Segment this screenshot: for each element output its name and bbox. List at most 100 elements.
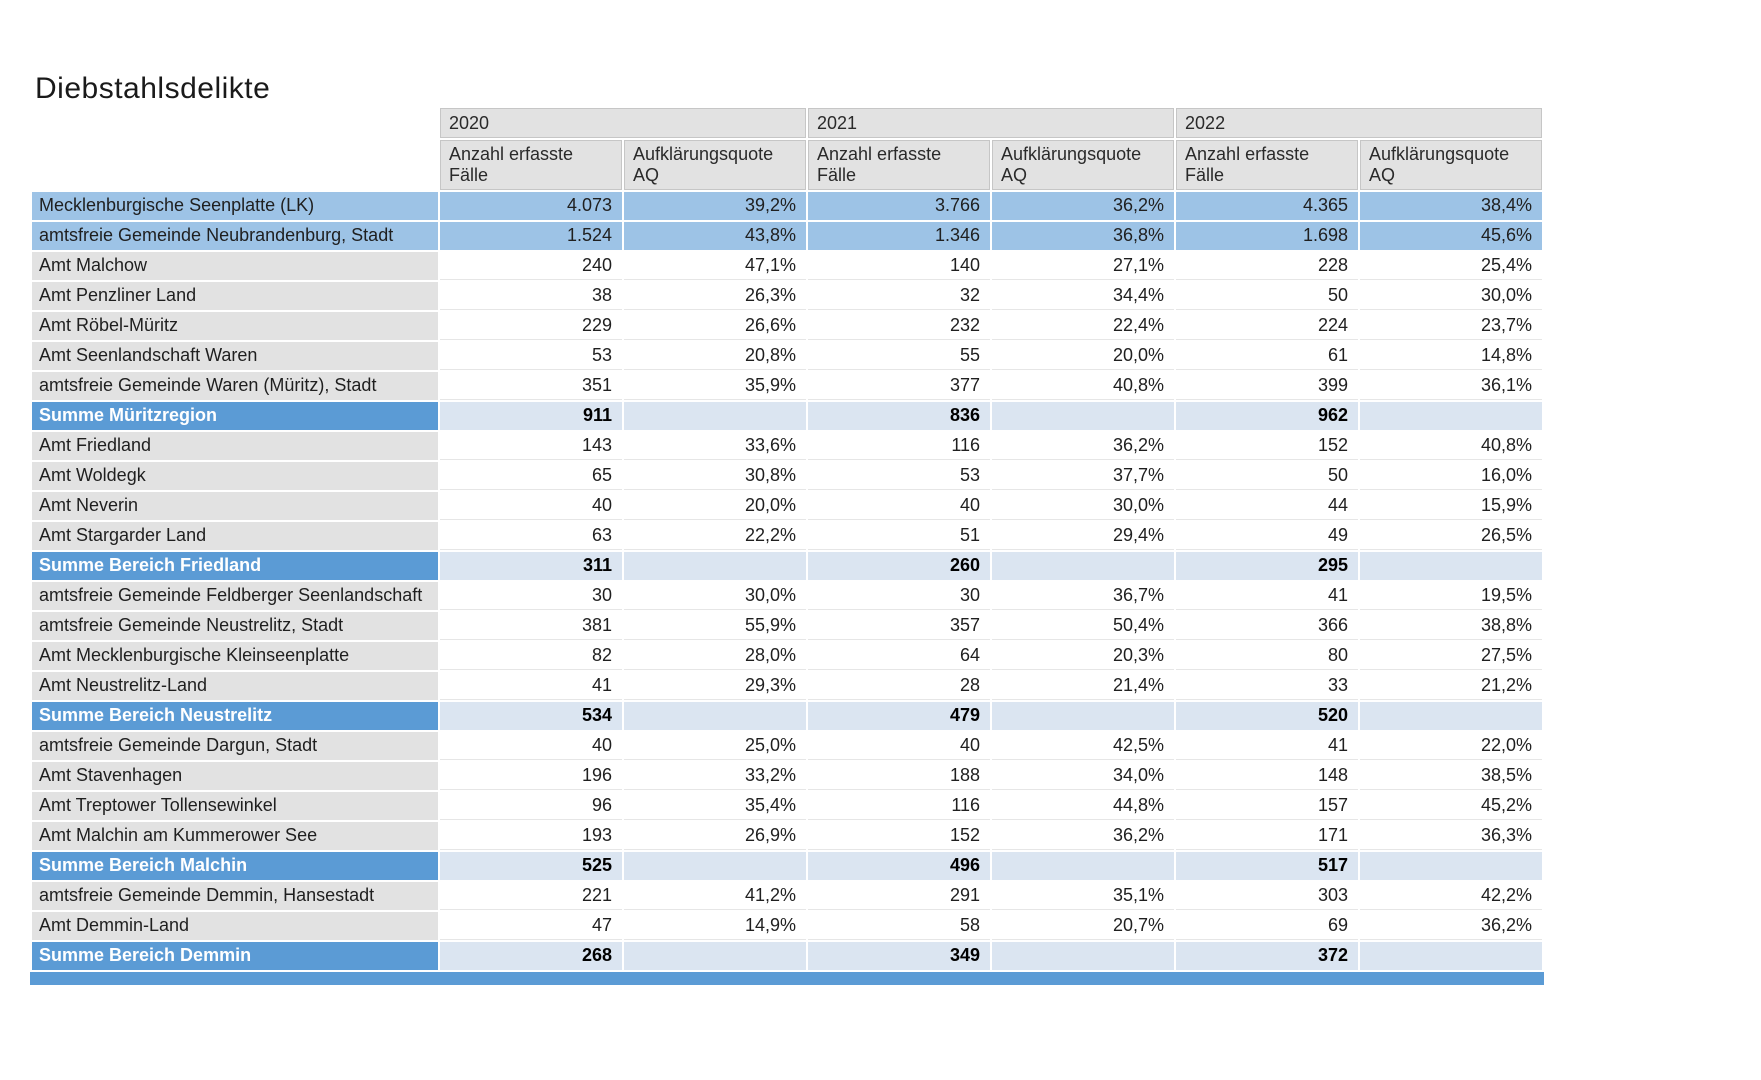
cell-clearance-rate	[992, 942, 1175, 970]
table-row: Amt Seenlandschaft Waren 53 20,8% 55 20,0% 61…	[32, 342, 1543, 370]
cell-case-count: 311	[440, 552, 622, 580]
cell-case-count: 525	[440, 852, 622, 880]
cell-clearance-rate: 30,0%	[992, 492, 1175, 520]
cell-case-count: 372	[1176, 942, 1359, 970]
cell-clearance-rate	[992, 552, 1175, 580]
row-label: amtsfreie Gemeinde Neustrelitz, Stadt	[32, 612, 438, 640]
cell-case-count: 116	[808, 432, 991, 460]
cell-case-count: 80	[1176, 642, 1359, 670]
table-row: Amt Röbel-Müritz 229 26,6% 232 22,4% 224 23,7%	[32, 312, 1543, 340]
cell-case-count: 64	[808, 642, 991, 670]
cell-case-count: 520	[1176, 702, 1359, 730]
cell-clearance-rate: 22,0%	[1360, 732, 1543, 760]
cell-clearance-rate: 36,7%	[992, 582, 1175, 610]
cell-case-count: 479	[808, 702, 991, 730]
row-label: amtsfreie Gemeinde Demmin, Hansestadt	[32, 882, 438, 910]
cell-case-count: 188	[808, 762, 991, 790]
row-label: Amt Neustrelitz-Land	[32, 672, 438, 700]
cell-case-count: 381	[440, 612, 622, 640]
table-row: amtsfreie Gemeinde Dargun, Stadt 40 25,0% 4…	[32, 732, 1543, 760]
cell-case-count: 295	[1176, 552, 1359, 580]
row-label: Summe Müritzregion	[32, 402, 438, 430]
cell-case-count: 32	[808, 282, 991, 310]
row-label: amtsfreie Gemeinde Feldberger Seenlandsc…	[32, 582, 438, 610]
cell-case-count: 1.346	[808, 222, 991, 250]
cell-case-count: 30	[440, 582, 622, 610]
table-row: Amt Woldegk 65 30,8% 53 37,7% 50 16,0%	[32, 462, 1543, 490]
row-label: Summe Bereich Friedland	[32, 552, 438, 580]
row-label: Amt Woldegk	[32, 462, 438, 490]
cell-case-count: 224	[1176, 312, 1359, 340]
row-label: Amt Neverin	[32, 492, 438, 520]
cell-clearance-rate	[992, 402, 1175, 430]
table-row: Amt Neverin 40 20,0% 40 30,0% 44 15,9%	[32, 492, 1543, 520]
cell-clearance-rate: 36,2%	[992, 192, 1175, 220]
cell-case-count: 140	[808, 252, 991, 280]
cell-clearance-rate: 44,8%	[992, 792, 1175, 820]
cell-case-count: 196	[440, 762, 622, 790]
cell-clearance-rate: 20,0%	[992, 342, 1175, 370]
table-row: Amt Friedland 143 33,6% 116 36,2% 152 40,8%	[32, 432, 1543, 460]
table-row: Amt Treptower Tollensewinkel 96 35,4% 116 44…	[32, 792, 1543, 820]
cell-clearance-rate: 34,4%	[992, 282, 1175, 310]
cell-case-count: 61	[1176, 342, 1359, 370]
cell-clearance-rate: 36,3%	[1360, 822, 1543, 850]
cell-case-count: 30	[808, 582, 991, 610]
cell-clearance-rate: 23,7%	[1360, 312, 1543, 340]
cell-clearance-rate: 47,1%	[624, 252, 807, 280]
cell-case-count: 517	[1176, 852, 1359, 880]
cell-clearance-rate: 20,7%	[992, 912, 1175, 940]
table-row: Amt Neustrelitz-Land 41 29,3% 28 21,4% 33 21,2…	[32, 672, 1543, 700]
cell-clearance-rate: 40,8%	[1360, 432, 1543, 460]
cell-clearance-rate: 25,0%	[624, 732, 807, 760]
cell-case-count: 33	[1176, 672, 1359, 700]
cell-case-count: 47	[440, 912, 622, 940]
table-row: Amt Stargarder Land 63 22,2% 51 29,4% 49 26,5%	[32, 522, 1543, 550]
cell-clearance-rate: 15,9%	[1360, 492, 1543, 520]
col-header-aq-2022: Aufklärungsquote AQ	[1360, 140, 1543, 190]
cell-clearance-rate: 29,3%	[624, 672, 807, 700]
year-header-2022: 2022	[1176, 108, 1543, 138]
cell-case-count: 291	[808, 882, 991, 910]
cell-clearance-rate: 21,4%	[992, 672, 1175, 700]
cell-clearance-rate: 45,2%	[1360, 792, 1543, 820]
cell-case-count: 3.766	[808, 192, 991, 220]
cell-case-count: 40	[808, 732, 991, 760]
cell-case-count: 65	[440, 462, 622, 490]
sum-row: Summe Bereich Malchin 525 496 517	[32, 852, 1543, 880]
cell-case-count: 143	[440, 432, 622, 460]
cell-case-count: 171	[1176, 822, 1359, 850]
cell-clearance-rate: 42,5%	[992, 732, 1175, 760]
row-label: amtsfreie Gemeinde Neubrandenburg, Stadt	[32, 222, 438, 250]
cell-case-count: 40	[440, 732, 622, 760]
cell-clearance-rate: 30,8%	[624, 462, 807, 490]
cell-case-count: 44	[1176, 492, 1359, 520]
table-header: 2020 2021 2022 Anzahl erfasste Fälle Auf…	[32, 108, 1543, 190]
row-label: Amt Treptower Tollensewinkel	[32, 792, 438, 820]
cell-case-count: 349	[808, 942, 991, 970]
row-label: Amt Malchin am Kummerower See	[32, 822, 438, 850]
year-header-2021: 2021	[808, 108, 1175, 138]
cell-clearance-rate: 41,2%	[624, 882, 807, 910]
cell-case-count: 157	[1176, 792, 1359, 820]
cell-case-count: 229	[440, 312, 622, 340]
cell-case-count: 836	[808, 402, 991, 430]
page-title: Diebstahlsdelikte	[35, 72, 271, 105]
cell-clearance-rate: 39,2%	[624, 192, 807, 220]
table-row: Mecklenburgische Seenplatte (LK) 4.073 39,…	[32, 192, 1543, 220]
table-row: amtsfreie Gemeinde Neustrelitz, Stadt 381…	[32, 612, 1543, 640]
cell-clearance-rate	[1360, 702, 1543, 730]
cell-case-count: 152	[808, 822, 991, 850]
sum-row: Summe Bereich Neustrelitz 534 479 520	[32, 702, 1543, 730]
sub-header-row: Anzahl erfasste Fälle Aufklärungsquote A…	[32, 140, 1543, 190]
cell-case-count: 268	[440, 942, 622, 970]
cell-clearance-rate: 30,0%	[1360, 282, 1543, 310]
row-label: Amt Demmin-Land	[32, 912, 438, 940]
cell-clearance-rate: 33,2%	[624, 762, 807, 790]
cell-case-count: 69	[1176, 912, 1359, 940]
cell-clearance-rate: 27,1%	[992, 252, 1175, 280]
table-row: amtsfreie Gemeinde Neubrandenburg, Stadt…	[32, 222, 1543, 250]
table-row: Amt Malchin am Kummerower See 193 26,9% 152…	[32, 822, 1543, 850]
cell-clearance-rate: 45,6%	[1360, 222, 1543, 250]
cell-case-count: 534	[440, 702, 622, 730]
